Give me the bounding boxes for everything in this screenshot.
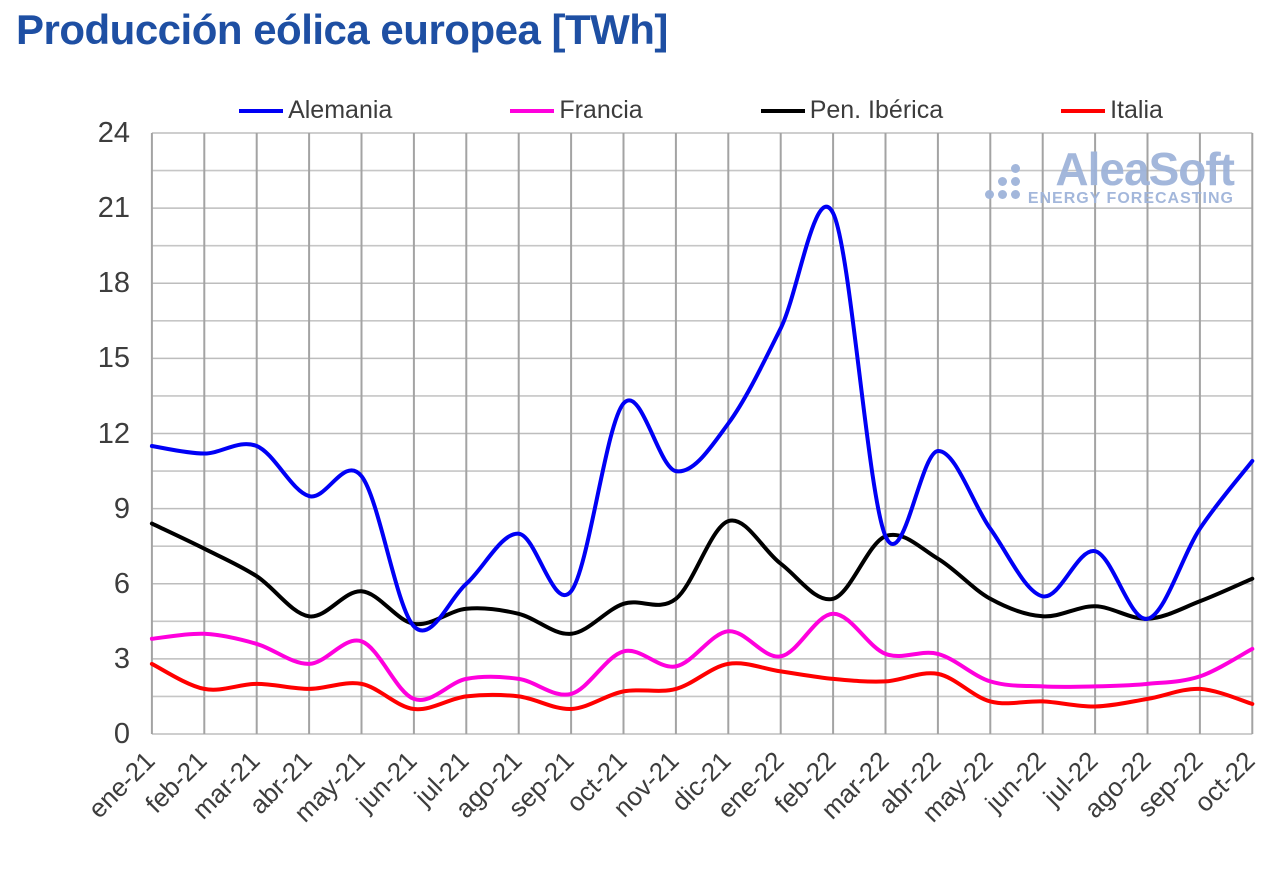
legend-item-italia: Italia: [1061, 96, 1163, 125]
logo-dot: [997, 190, 1007, 199]
y-tick-label: 3: [113, 642, 130, 675]
legend-line-swatch: [510, 108, 555, 113]
legend-label: Alemania: [288, 96, 393, 124]
legend-label: Italia: [1110, 96, 1163, 124]
legend-item-alemania: Alemania: [239, 96, 392, 125]
logo-dot: [1010, 190, 1020, 199]
legend-line-swatch: [760, 108, 805, 113]
logo-dot: [1010, 177, 1020, 186]
y-tick-label: 15: [97, 342, 130, 375]
legend-item-pen-ib-rica: Pen. Ibérica: [760, 96, 944, 125]
y-tick-label: 21: [97, 192, 130, 225]
y-tick-label: 18: [97, 267, 130, 300]
chart-title: Producción eólica europea [TWh]: [16, 6, 668, 53]
legend-line-swatch: [239, 108, 284, 113]
legend: Alemania Francia Pen. Ibérica Italia: [150, 96, 1252, 125]
y-tick-label: 0: [113, 718, 130, 750]
logo-dot: [1010, 164, 1020, 173]
legend-line-swatch: [1061, 108, 1106, 113]
series-line-pen-ib-rica: [149, 518, 1255, 636]
aleasoft-tagline-text: ENERGY FORECASTING: [1027, 190, 1234, 207]
y-tick-label: 6: [113, 567, 130, 600]
logo-dot: [984, 190, 994, 199]
y-tick-label: 12: [97, 417, 130, 450]
aleasoft-watermark: AleaSoft ENERGY FORECASTING: [983, 143, 1235, 208]
logo-dot: [997, 177, 1007, 186]
aleasoft-brand-text: AleaSoft: [1055, 143, 1235, 195]
y-tick-label: 24: [97, 117, 130, 149]
series-line-alemania: [149, 204, 1255, 633]
series-line-italia: [149, 661, 1255, 712]
legend-label: Pen. Ibérica: [809, 96, 944, 124]
aleasoft-dots-icon: [983, 162, 1022, 201]
legend-item-francia: Francia: [510, 96, 643, 125]
series-line-francia: [149, 611, 1255, 702]
legend-label: Francia: [559, 96, 643, 124]
y-tick-label: 9: [113, 492, 130, 525]
